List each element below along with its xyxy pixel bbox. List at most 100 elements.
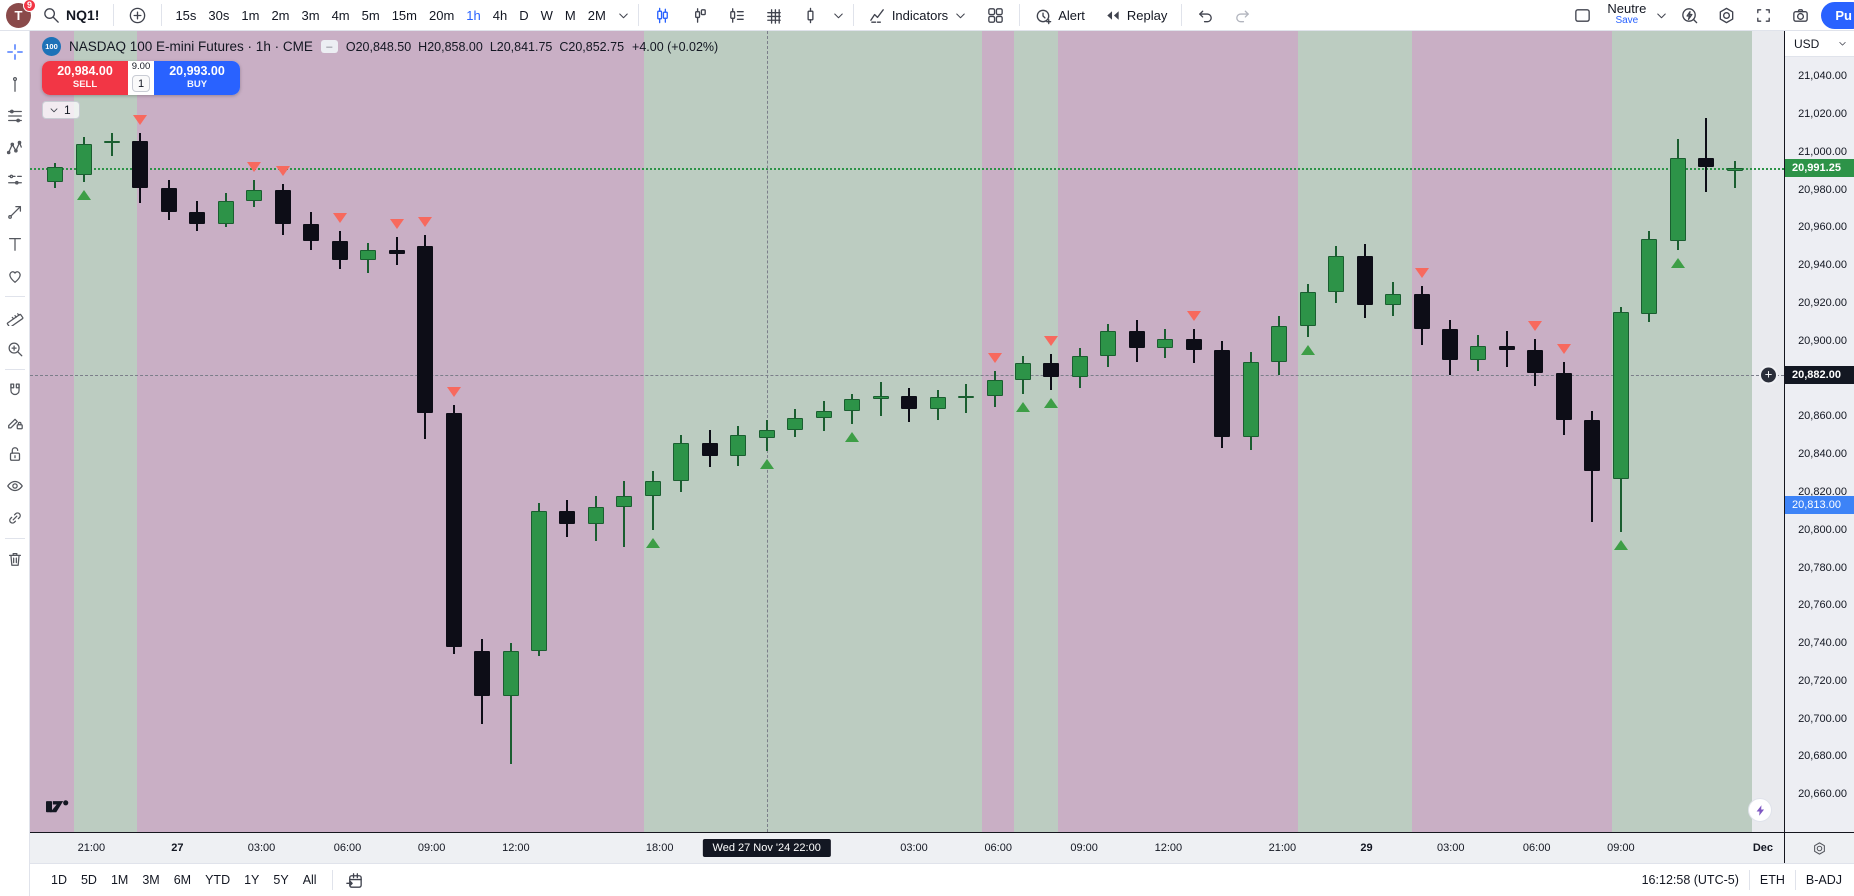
candle[interactable] [360,250,377,260]
timeframe-W[interactable]: W [540,7,553,23]
currency-selector[interactable]: USD [1785,31,1854,57]
candle[interactable] [1555,372,1572,421]
range-1Y[interactable]: 1Y [244,873,260,887]
timeframe-20m[interactable]: 20m [429,7,455,23]
candle[interactable] [1612,312,1629,479]
indicators-button[interactable]: Indicators [861,2,975,28]
candle[interactable] [730,435,747,457]
tool-horizontal-lines[interactable] [2,101,28,131]
candle[interactable] [1726,168,1743,171]
range-1D[interactable]: 1D [51,873,67,887]
tool-trend-line[interactable] [2,69,28,99]
tool-ruler[interactable] [2,302,28,332]
candle[interactable] [1242,361,1259,438]
time-axis[interactable]: 21:00 27 03:00 06:00 09:00 12:00 18:00 03:00 06:… [30,832,1784,863]
chart-type-range-button[interactable] [794,2,827,28]
candle[interactable] [331,240,348,260]
timeframe-3m[interactable]: 3m [301,7,320,23]
buy-button[interactable]: 20,993.00 BUY [154,61,240,95]
undo-button[interactable] [1189,2,1222,28]
range-All[interactable]: All [302,873,317,887]
timeframe-4h[interactable]: 4h [492,7,508,23]
candle[interactable] [246,189,263,202]
candle[interactable] [701,442,718,457]
candle[interactable] [986,380,1003,396]
chart-type-heatmap-button[interactable] [757,2,790,28]
tool-emoji[interactable] [2,261,28,291]
candle[interactable] [274,189,291,224]
candle[interactable] [189,212,206,224]
tool-xabcd-pattern[interactable] [2,133,28,163]
tool-arrow-marker[interactable] [2,197,28,227]
candle[interactable] [1328,255,1345,292]
candle[interactable] [502,650,519,696]
symbol-title[interactable]: NASDAQ 100 E-mini Futures · 1h · CME [69,39,313,54]
candle[interactable] [815,410,832,419]
candle[interactable] [673,442,690,481]
quantity-field[interactable]: 1 [132,75,150,92]
candle[interactable] [1157,338,1174,349]
indicator-templates-button[interactable] [979,2,1012,28]
price-axis[interactable]: USD 21,040.00 21,020.00 21,000.00 20,980.00… [1784,31,1854,832]
candle[interactable] [872,395,889,400]
adjustment-toggle[interactable]: B-ADJ [1805,873,1842,887]
plot-area[interactable]: 100 NASDAQ 100 E-mini Futures · 1h · CME… [30,31,1784,832]
range-3M[interactable]: 3M [142,873,160,887]
publish-button[interactable]: Pu [1821,1,1854,29]
candle[interactable] [787,418,804,430]
chevron-down-icon[interactable] [831,8,846,23]
candle[interactable] [1413,293,1430,330]
layout-panel-button[interactable] [1566,2,1599,28]
candle[interactable] [1498,346,1515,351]
save-label[interactable]: Save [1615,15,1639,26]
candle[interactable] [1527,350,1544,373]
candle[interactable] [132,140,149,188]
candle[interactable] [47,167,64,183]
candle[interactable] [531,510,548,651]
candle[interactable] [1014,363,1031,381]
symbol-search-button[interactable]: NQ1! [35,2,106,28]
candle[interactable] [758,430,775,439]
compare-add-button[interactable] [121,2,154,28]
timeframe-M[interactable]: M [564,7,576,23]
candle[interactable] [1299,291,1316,326]
range-5D[interactable]: 5D [80,873,97,887]
candle[interactable] [445,412,462,647]
tool-link[interactable] [2,503,28,533]
timeframe-2m[interactable]: 2m [271,7,290,23]
candle[interactable] [1441,329,1458,360]
timeframe-15m[interactable]: 15m [391,7,417,23]
timeframe-D[interactable]: D [519,7,529,23]
chevron-down-icon[interactable] [616,8,631,23]
candle[interactable] [929,397,946,409]
candle[interactable] [1185,338,1202,351]
candle[interactable] [388,250,405,254]
symbol-legend[interactable]: 100 NASDAQ 100 E-mini Futures · 1h · CME… [42,37,718,56]
candle[interactable] [958,395,975,398]
candle[interactable] [1470,346,1487,360]
candle[interactable] [1584,420,1601,472]
user-avatar[interactable]: T 9 [6,0,36,28]
timeframe-2M[interactable]: 2M [587,7,606,23]
timeframe-30s[interactable]: 30s [208,7,230,23]
tool-lock[interactable] [2,439,28,469]
timeframe-15s[interactable]: 15s [175,7,197,23]
go-to-date-button[interactable] [341,867,368,893]
candle[interactable] [587,507,604,525]
settings-button[interactable] [1710,2,1743,28]
candle[interactable] [1698,157,1715,167]
quick-search-button[interactable] [1673,2,1706,28]
redo-button[interactable] [1226,2,1259,28]
candle[interactable] [303,223,320,241]
timeframe-1m[interactable]: 1m [241,7,260,23]
tool-magnet[interactable] [2,375,28,405]
chart-type-candles-button[interactable] [646,2,679,28]
candle[interactable] [1271,325,1288,362]
candle[interactable] [844,399,861,411]
replay-button[interactable]: Replay [1096,2,1174,28]
chart-type-column-button[interactable] [720,2,753,28]
tool-crosshair[interactable] [2,37,28,67]
clock[interactable]: 16:12:58 (UTC-5) [1641,873,1739,887]
screenshot-button[interactable] [1784,2,1817,28]
timeframe-5m[interactable]: 5m [361,7,380,23]
